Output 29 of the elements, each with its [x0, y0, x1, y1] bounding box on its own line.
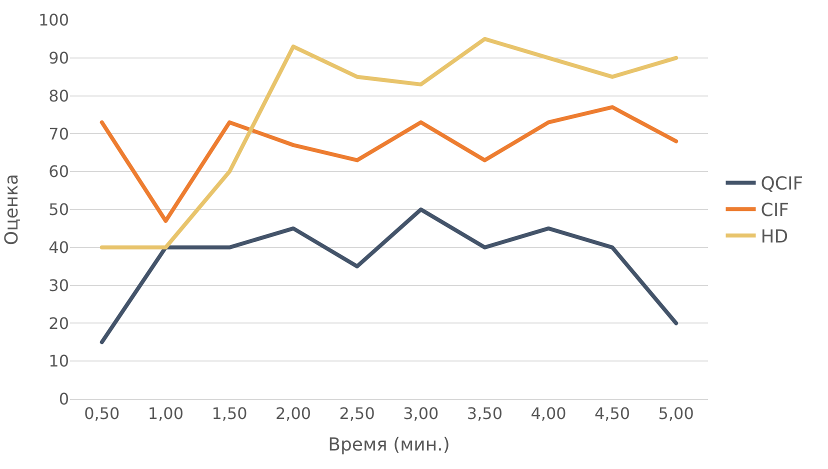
x-tick-label: 3,50: [466, 404, 503, 424]
y-tick-label: 80: [48, 86, 69, 106]
y-tick-label: 90: [48, 48, 69, 68]
x-tick-label: 1,00: [148, 404, 184, 424]
x-tick-label: 1,50: [212, 404, 248, 424]
x-axis-title: Время (мин.): [328, 434, 450, 456]
y-tick-label: 20: [48, 314, 69, 333]
x-tick-label: 2,50: [339, 404, 375, 424]
line-series: [100, 208, 678, 344]
x-tick-label: 4,50: [594, 404, 630, 424]
y-tick-label: 50: [48, 200, 69, 220]
x-tick-label: 0,50: [84, 404, 120, 424]
y-tick-label: 70: [48, 124, 69, 144]
x-tick-label: 4,00: [530, 404, 566, 424]
legend-label: QCIF: [760, 174, 804, 195]
y-tick-label: 100: [38, 10, 69, 30]
y-tick-label: 30: [48, 276, 69, 295]
legend-label: CIF: [760, 200, 789, 222]
y-tick-label: 60: [48, 162, 69, 182]
line-series: [100, 36, 678, 250]
x-tick-label: 3,00: [403, 404, 439, 424]
y-tick-label: 0: [58, 390, 69, 409]
line-series: [100, 105, 678, 223]
legend-label: HD: [760, 226, 788, 248]
x-tick-label: 5,00: [658, 404, 694, 424]
x-tick-label: 2,00: [275, 404, 312, 424]
y-tick-label: 40: [48, 238, 69, 257]
y-axis-title: Оценка: [2, 174, 23, 246]
y-tick-label: 10: [48, 352, 69, 371]
